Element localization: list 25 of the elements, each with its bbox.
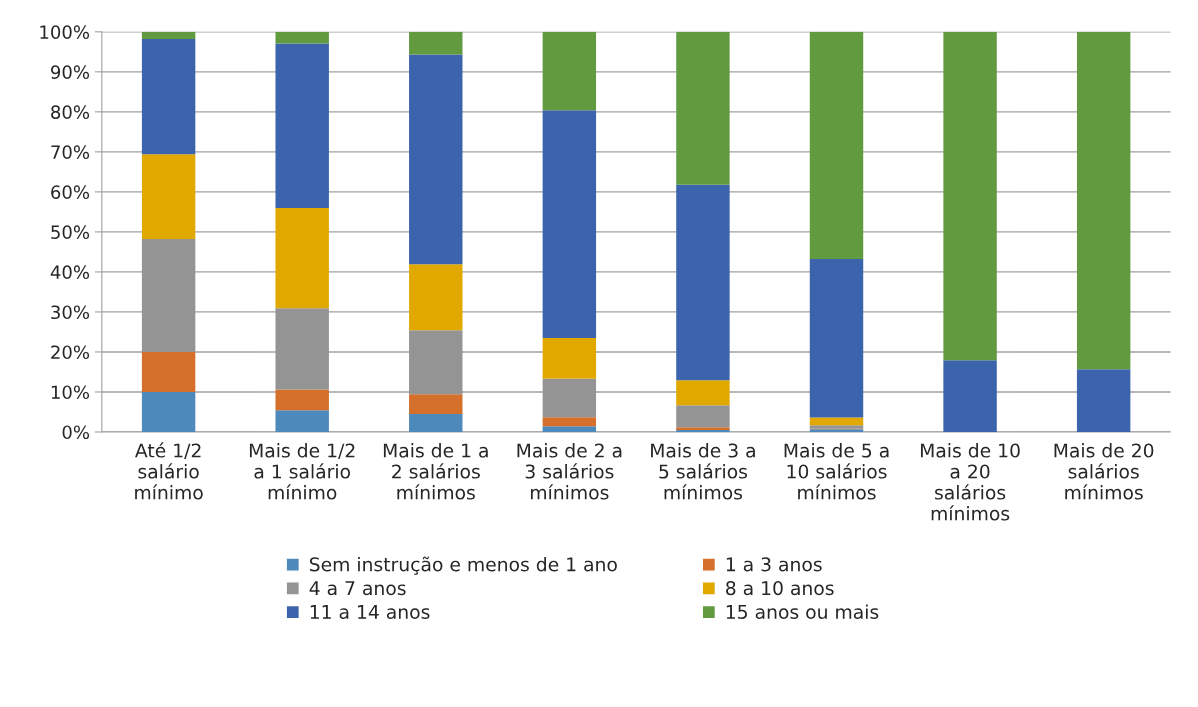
legend-label: Sem instrução e menos de 1 ano [309, 556, 617, 575]
y-tick-label: 70% [51, 145, 90, 159]
y-tick-label: 80% [51, 105, 90, 119]
y-tick-label: 0% [62, 425, 90, 440]
y-tick-label: 50% [51, 225, 90, 240]
legend-label: 4 a 7 anos [309, 581, 406, 596]
y-tick-label: 100% [40, 25, 90, 39]
y-tick-label: 60% [51, 185, 90, 199]
y-tick-label: 90% [51, 65, 90, 79]
y-tick-label: 20% [51, 345, 90, 360]
y-tick-label: 40% [50, 265, 90, 280]
x-tick-label: Mais de 1/2 a 1 salário mínimo [249, 443, 355, 500]
x-tick-label: Mais de 20 salários mínimos [1054, 443, 1154, 500]
legend-label: 1 a 3 anos [726, 557, 822, 572]
x-tick-label: Até 1/2 salário mínimo [135, 442, 203, 500]
y-tick-label: 30% [51, 305, 90, 320]
x-tick-label: Mais de 1 a 2 salários mínimos [383, 443, 488, 500]
legend-label: 11 a 14 anos [310, 605, 430, 619]
legend-label: 8 a 10 anos [726, 581, 834, 596]
x-tick-label: Mais de 10 a 20 salários mínimos [920, 443, 1020, 521]
x-tick-label: Mais de 3 a 5 salários mínimos [651, 443, 755, 500]
y-tick-label: 10% [51, 385, 90, 400]
x-tick-label: Mais de 5 a 10 salários mínimos [784, 443, 889, 500]
legend-label: 15 anos ou mais [726, 604, 879, 619]
x-tick-label: Mais de 2 a 3 salários mínimos [517, 443, 622, 500]
